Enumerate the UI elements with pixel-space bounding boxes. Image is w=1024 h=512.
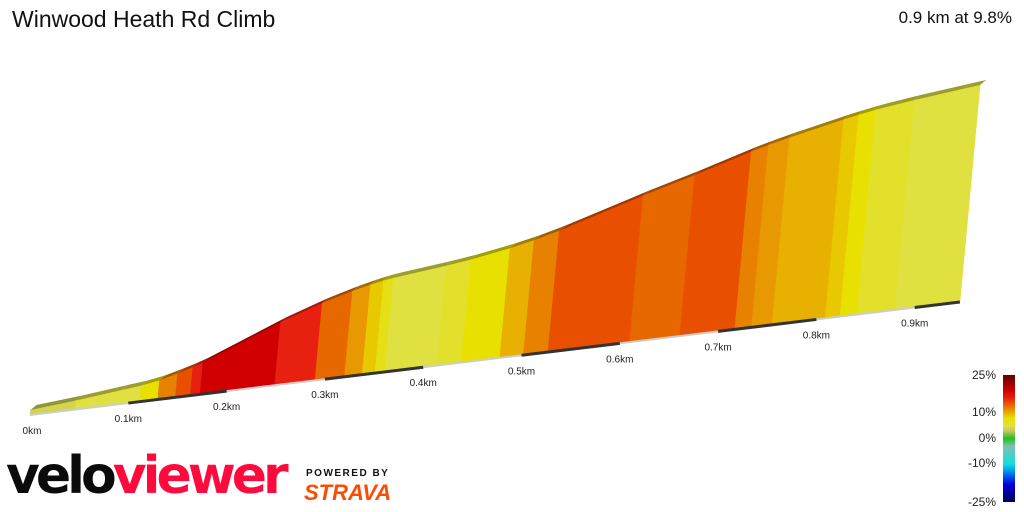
profile-segment-top bbox=[914, 83, 972, 101]
profile-segment-top bbox=[141, 375, 166, 386]
profile-segment-top bbox=[322, 286, 359, 304]
profile-segment-top bbox=[471, 243, 517, 260]
profile-segment-top bbox=[446, 254, 478, 266]
profile-segments bbox=[29, 80, 987, 416]
baseline-dark-band bbox=[128, 389, 227, 405]
gradient-color-bar bbox=[1003, 375, 1015, 502]
profile-segment-top bbox=[534, 225, 566, 241]
profile-segment-top bbox=[751, 140, 775, 152]
profile-segment-top bbox=[875, 95, 921, 110]
x-tick-label: 0.6km bbox=[606, 354, 633, 365]
profile-segment-top bbox=[76, 385, 128, 401]
profile-segment-top bbox=[559, 190, 650, 231]
profile-segment-top bbox=[694, 146, 758, 176]
profile-segment bbox=[274, 302, 323, 386]
profile-segment-top bbox=[30, 395, 83, 410]
profile-segment bbox=[199, 321, 281, 395]
profile-segment-top bbox=[370, 275, 390, 285]
profile-segment-top bbox=[159, 368, 184, 381]
legend-label: -25% bbox=[967, 495, 996, 509]
profile-segment-top bbox=[789, 114, 850, 138]
profile-segment-top bbox=[393, 260, 453, 278]
x-tick-label: 0.3km bbox=[311, 390, 338, 401]
x-tick-label: 0.9km bbox=[901, 319, 928, 330]
legend-label: -10% bbox=[967, 456, 996, 470]
profile-segment-top bbox=[965, 80, 987, 89]
profile-segment-top bbox=[121, 380, 148, 391]
profile-segment-top bbox=[858, 104, 882, 115]
profile-segment-top bbox=[643, 170, 701, 196]
profile-segment-top bbox=[192, 357, 210, 368]
baseline-dark-band bbox=[914, 300, 961, 309]
veloviewer-logo[interactable]: veloviewer bbox=[6, 446, 289, 506]
profile-segment-top bbox=[352, 279, 377, 292]
x-tick-label: 0km bbox=[23, 426, 42, 437]
x-tick-label: 0.2km bbox=[213, 402, 240, 413]
profile-segment-top bbox=[768, 132, 796, 146]
profile-segment-top bbox=[203, 317, 287, 363]
x-tick-label: 0.1km bbox=[115, 414, 142, 425]
profile-segment bbox=[547, 195, 644, 353]
x-tick-label: 0.4km bbox=[410, 378, 437, 389]
baseline-dark-band bbox=[717, 317, 817, 333]
legend-label: 0% bbox=[978, 431, 996, 445]
profile-segment bbox=[384, 265, 447, 373]
baseline-dark-band bbox=[324, 365, 424, 381]
powered-by-label: POWERED BY bbox=[306, 468, 390, 479]
strava-logo[interactable]: STRAVA bbox=[304, 480, 392, 505]
profile-segment-top bbox=[177, 362, 199, 374]
climb-summary: 0.9 km at 9.8% bbox=[898, 8, 1012, 27]
x-tick-label: 0.5km bbox=[508, 366, 535, 377]
x-tick-label: 0.8km bbox=[803, 330, 830, 341]
legend-label: 10% bbox=[971, 405, 996, 419]
x-tick-label: 0.7km bbox=[704, 342, 731, 353]
baseline-dark-band bbox=[521, 341, 620, 357]
profile-segment-top bbox=[510, 235, 541, 249]
legend-label: 25% bbox=[971, 368, 996, 382]
profile-segment-top bbox=[383, 272, 400, 281]
profile-segment-top bbox=[280, 298, 329, 323]
distance-baseline bbox=[29, 300, 961, 416]
climb-title: Winwood Heath Rd Climb bbox=[12, 6, 276, 32]
profile-segment-top bbox=[843, 109, 865, 120]
distance-ticks: 0km 0.1km 0.2km 0.3km 0.4km 0.5km 0.6km 0.7km 0.… bbox=[23, 319, 929, 437]
